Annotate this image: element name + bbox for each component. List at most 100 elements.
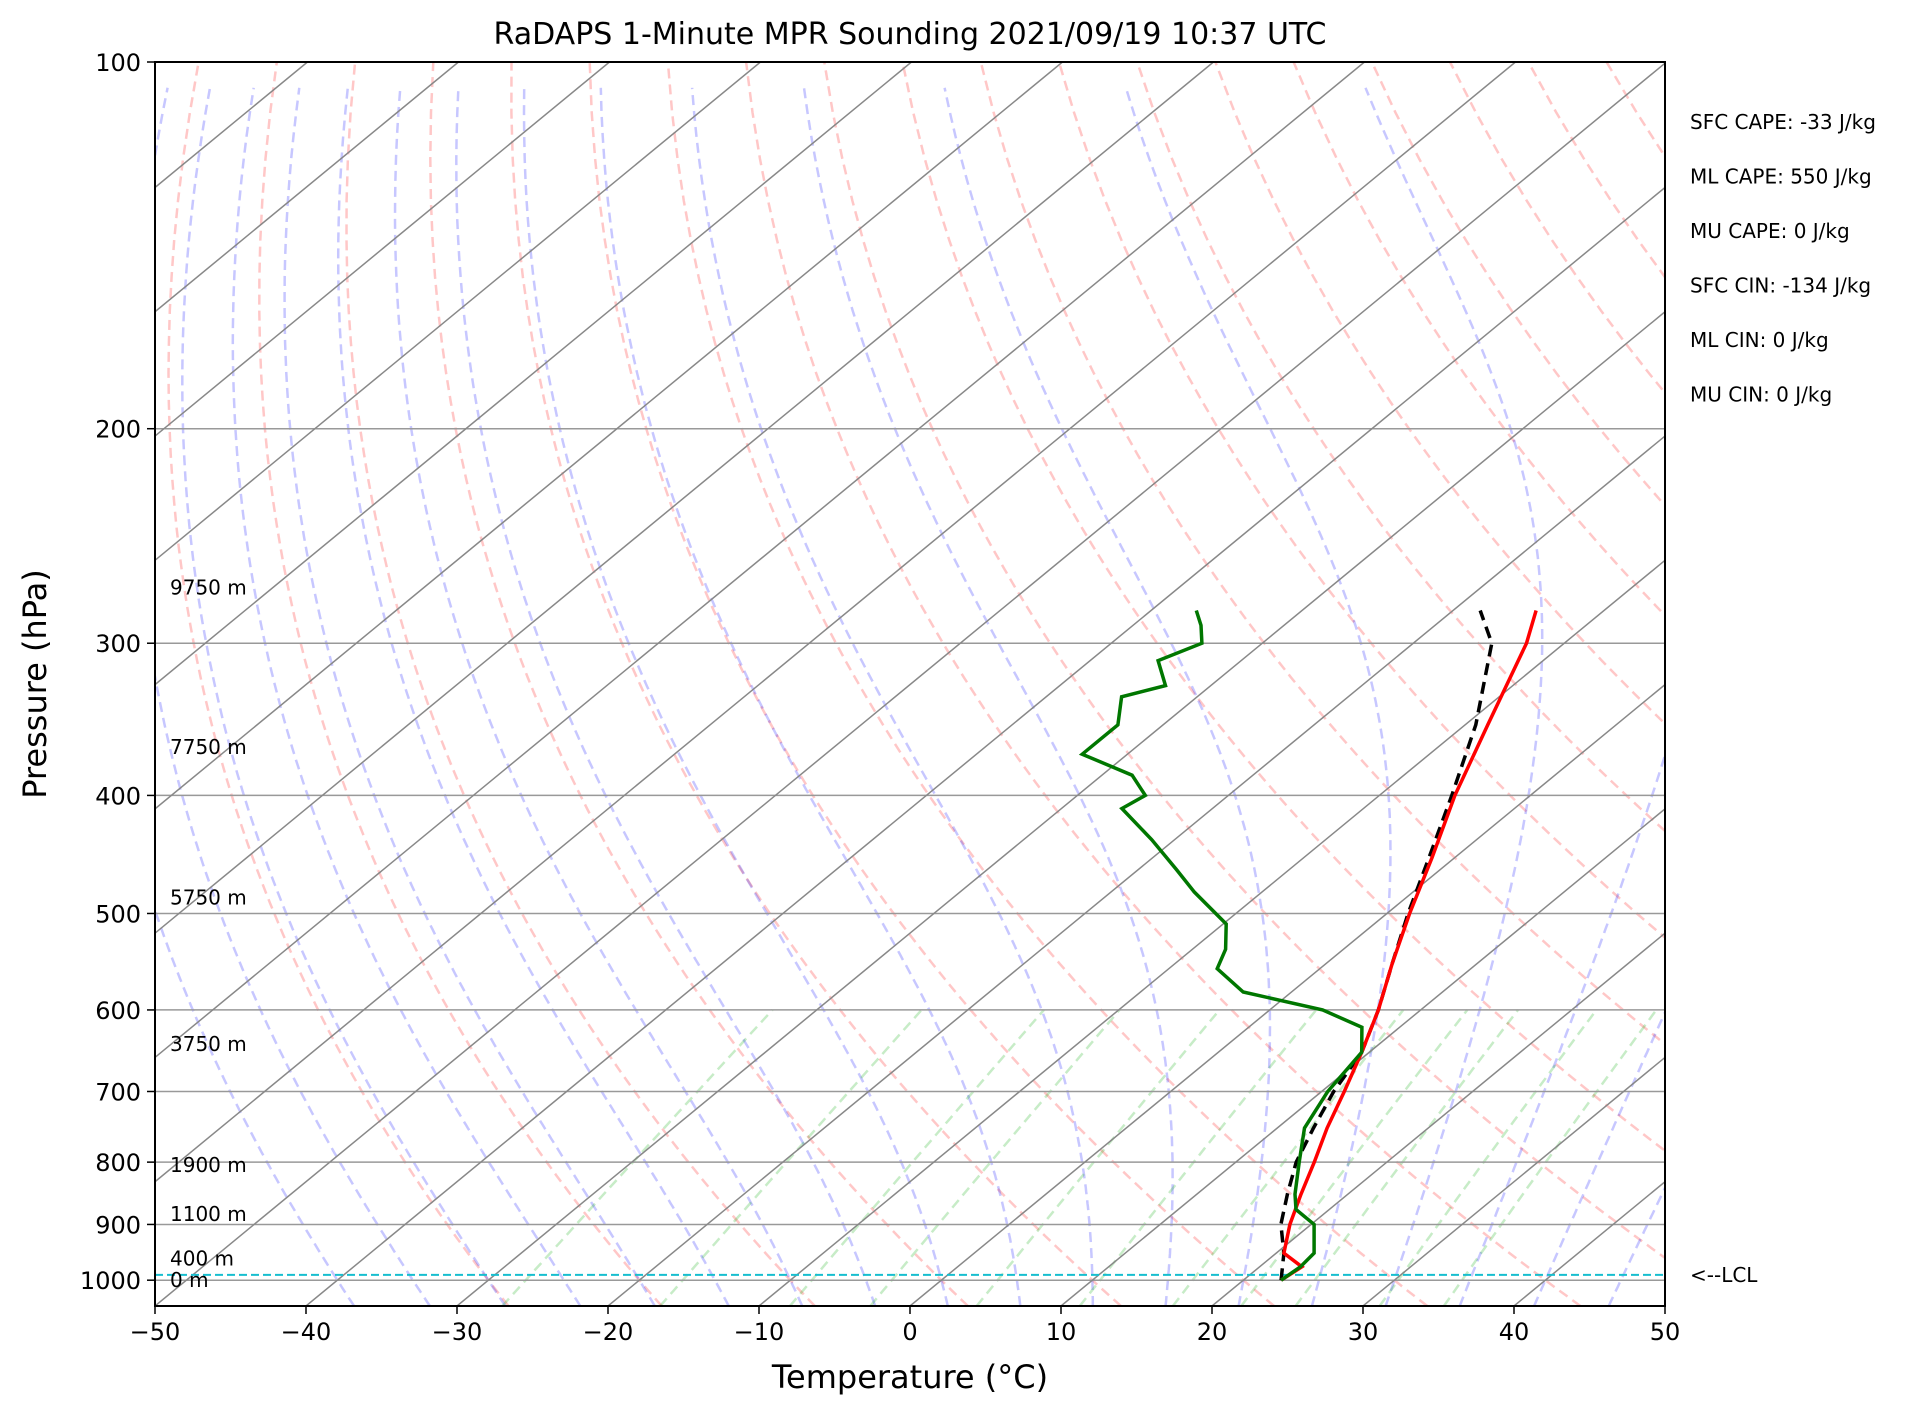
dry-adiabat bbox=[345, 62, 816, 1306]
isotherm-line bbox=[1513, 1180, 1665, 1306]
stability-index: ML CIN: 0 J/kg bbox=[1690, 328, 1829, 352]
x-tick-label: 30 bbox=[1348, 1318, 1379, 1346]
moist-adiabat bbox=[1532, 1009, 1665, 1306]
dry-adiabat bbox=[1292, 62, 1665, 618]
isotherm-line bbox=[607, 435, 1665, 1306]
dry-adiabat bbox=[1841, 62, 1905, 1306]
isotherm-line bbox=[155, 62, 912, 686]
x-tick-label: −40 bbox=[281, 1318, 332, 1346]
mixing-ratio-line bbox=[1240, 1009, 1469, 1306]
dry-adiabat bbox=[429, 62, 969, 1306]
height-label: 7750 m bbox=[170, 735, 247, 759]
stability-index: SFC CIN: -134 J/kg bbox=[1690, 274, 1871, 298]
y-tick-label: 300 bbox=[95, 630, 141, 658]
dry-adiabat bbox=[666, 62, 1429, 1306]
moist-adiabat bbox=[522, 87, 950, 1306]
isotherm-line bbox=[1211, 932, 1665, 1306]
moist-adiabat bbox=[231, 87, 582, 1306]
y-tick-label: 500 bbox=[95, 900, 141, 928]
x-tick-label: 0 bbox=[902, 1318, 917, 1346]
dry-adiabat bbox=[510, 62, 1122, 1306]
dry-adiabat bbox=[744, 62, 1582, 1306]
height-label: 9750 m bbox=[170, 575, 247, 599]
moist-adiabat bbox=[155, 87, 431, 1306]
y-tick-label: 700 bbox=[95, 1078, 141, 1106]
mixing-ratio-line bbox=[1171, 1009, 1405, 1306]
isotherm-line bbox=[155, 62, 610, 438]
moist-adiabat bbox=[336, 87, 730, 1306]
moist-adiabat bbox=[802, 87, 1174, 1306]
isotherm-gridlines bbox=[0, 62, 1665, 1306]
y-tick-label: 1000 bbox=[80, 1267, 141, 1295]
y-tick-label: 200 bbox=[95, 416, 141, 444]
moist-adiabat bbox=[1458, 751, 1665, 1306]
y-tick-label: 100 bbox=[95, 49, 141, 77]
moist-adiabat bbox=[1364, 87, 1544, 1306]
isotherm-line bbox=[1362, 1056, 1665, 1306]
x-axis-ticks: −50 −40 −30 −20 −10 0 10 20 30 40 50 bbox=[130, 1306, 1680, 1346]
stability-index: MU CAPE: 0 J/kg bbox=[1690, 219, 1850, 243]
moist-adiabat bbox=[393, 87, 804, 1306]
height-label: 1100 m bbox=[170, 1202, 247, 1226]
moist-adiabat bbox=[155, 906, 356, 1306]
isotherm-line bbox=[305, 186, 1665, 1306]
dry-adiabat bbox=[1605, 62, 1665, 159]
isobar-gridlines bbox=[155, 62, 1665, 1281]
mixing-ratio-line bbox=[1378, 1009, 1598, 1306]
x-tick-label: 10 bbox=[1046, 1318, 1077, 1346]
chart-title: RaDAPS 1-Minute MPR Sounding 2021/09/19 … bbox=[494, 17, 1327, 52]
dry-adiabat bbox=[258, 62, 663, 1306]
isotherm-line bbox=[0, 62, 5, 1306]
isotherm-line bbox=[1664, 1305, 1665, 1306]
stability-index: MU CIN: 0 J/kg bbox=[1690, 383, 1832, 407]
y-tick-label: 900 bbox=[95, 1211, 141, 1239]
mixing-ratio-lines bbox=[501, 1009, 1658, 1306]
moist-adiabat bbox=[455, 87, 877, 1306]
dry-adiabat bbox=[1057, 62, 1665, 940]
mixing-ratio-line bbox=[659, 1009, 923, 1306]
x-axis-label: Temperature (°C) bbox=[771, 1358, 1048, 1396]
lcl-label: <--LCL bbox=[1690, 1263, 1758, 1287]
moist-adiabat bbox=[599, 87, 1022, 1306]
height-label: 3750 m bbox=[170, 1032, 247, 1056]
dry-adiabat bbox=[979, 62, 1665, 1046]
isotherm-line bbox=[1060, 807, 1665, 1306]
x-tick-label: 20 bbox=[1197, 1318, 1228, 1346]
mixing-ratio-line bbox=[788, 1009, 1045, 1306]
y-tick-label: 800 bbox=[95, 1149, 141, 1177]
isotherm-line bbox=[456, 310, 1665, 1306]
moist-adiabat bbox=[1684, 88, 1905, 1306]
dry-adiabat bbox=[1763, 62, 1905, 1306]
dry-adiabat bbox=[1136, 62, 1665, 833]
moist-adiabat bbox=[1124, 87, 1392, 1306]
dry-adiabat bbox=[1370, 62, 1665, 508]
stability-indices: SFC CAPE: -33 J/kg ML CAPE: 550 J/kg MU CA… bbox=[1690, 110, 1876, 407]
x-tick-label: −50 bbox=[130, 1318, 181, 1346]
dry-adiabat bbox=[1214, 62, 1665, 726]
isotherm-line bbox=[155, 62, 1214, 935]
dry-adiabat bbox=[1685, 62, 1905, 1306]
mixing-ratio-line bbox=[1078, 1009, 1318, 1306]
dry-adiabat bbox=[1527, 62, 1665, 280]
isotherm-line bbox=[155, 62, 1665, 1306]
y-axis-label: Pressure (hPa) bbox=[16, 569, 54, 799]
isotherm-line bbox=[155, 62, 761, 562]
dry-adiabat bbox=[167, 62, 510, 1306]
mixing-ratio-line bbox=[1442, 1009, 1658, 1306]
height-label: 1900 m bbox=[170, 1153, 247, 1177]
y-tick-label: 400 bbox=[95, 782, 141, 810]
moist-adiabat bbox=[690, 87, 1095, 1306]
dry-adiabat bbox=[588, 62, 1275, 1306]
dry-adiabat bbox=[901, 62, 1665, 1153]
dry-adiabat bbox=[823, 62, 1665, 1260]
isotherm-line bbox=[155, 62, 1516, 1183]
y-tick-label: 600 bbox=[95, 997, 141, 1025]
dry-adiabats bbox=[167, 62, 1905, 1306]
mixing-ratio-line bbox=[975, 1009, 1221, 1306]
isotherm-line bbox=[909, 683, 1665, 1306]
moist-adiabat bbox=[1607, 1185, 1665, 1306]
stability-index: ML CAPE: 550 J/kg bbox=[1690, 165, 1872, 189]
stability-index: SFC CAPE: -33 J/kg bbox=[1690, 110, 1876, 134]
